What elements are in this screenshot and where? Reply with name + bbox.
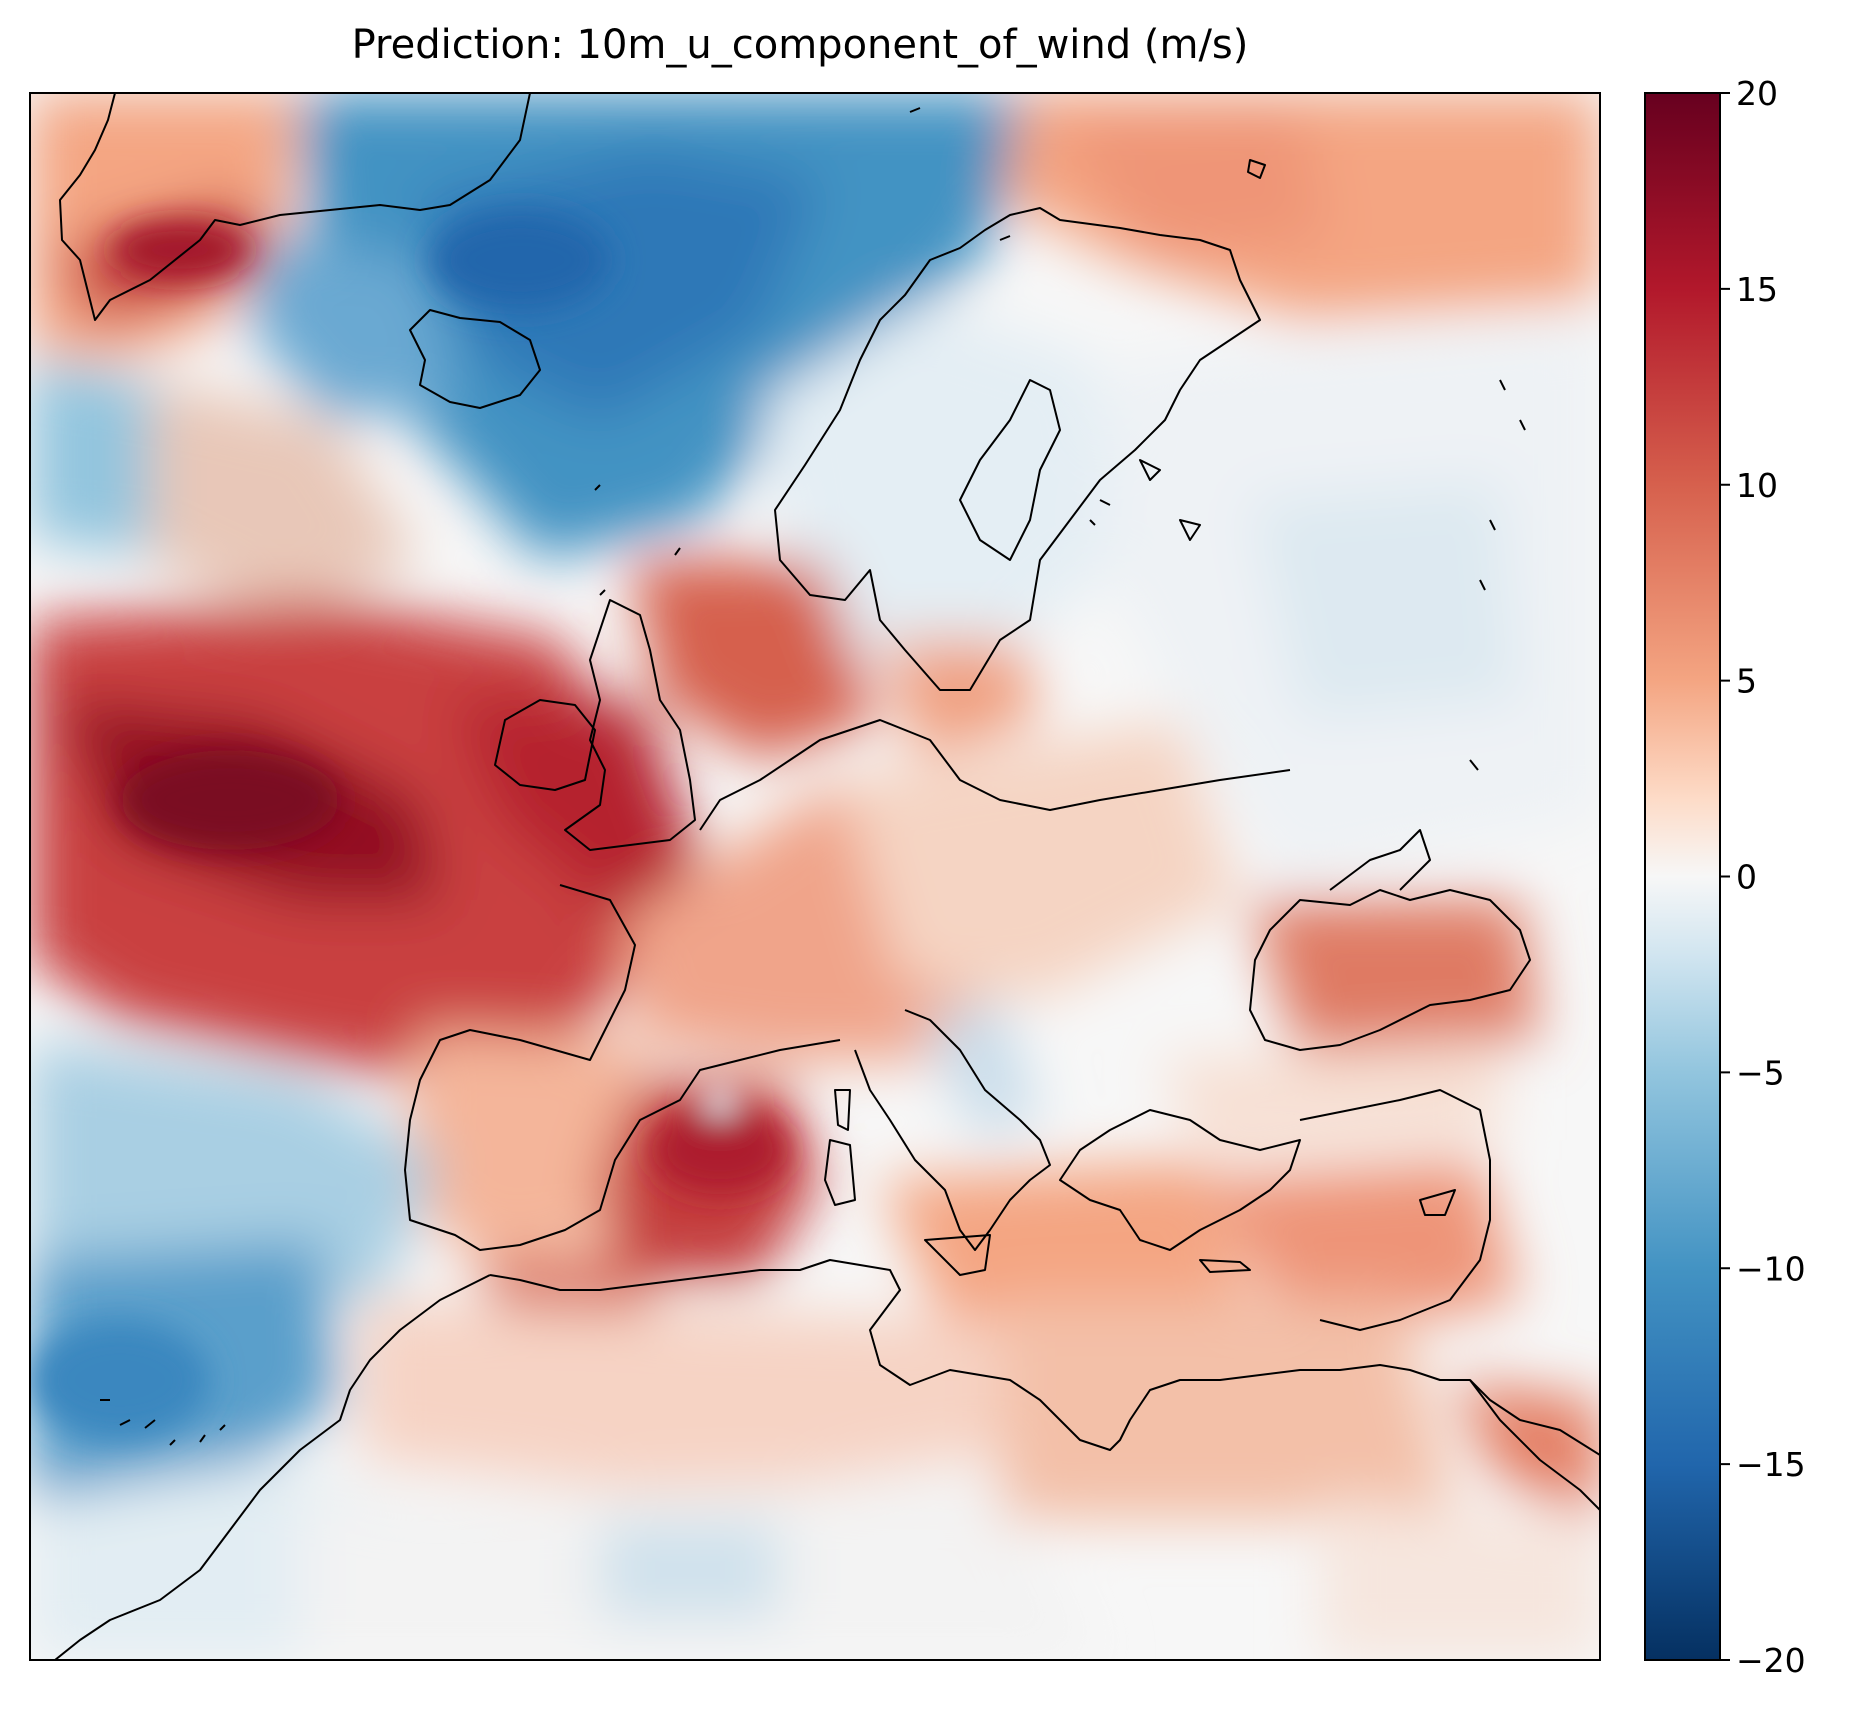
field-greenland-jet-max (110, 220, 250, 280)
coastline-scandinavia (774, 207, 1261, 691)
coastline-greenland (59, 93, 531, 321)
coastline-svalbard-fragments (909, 107, 1266, 241)
field-jet-max (120, 750, 340, 850)
field-gulf-of-lion-min (704, 1084, 736, 1116)
coastline-sardinia-corsica (824, 1089, 856, 1206)
field-russia-light-blue (1250, 480, 1520, 720)
field-central-europe-light (840, 720, 1240, 1000)
coastline-black-sea (1249, 889, 1531, 1051)
field-black-sea-positive (1250, 900, 1540, 1060)
coastline-great-britain (564, 599, 696, 851)
coastline-ireland (494, 699, 596, 791)
coastline-italy (854, 1009, 1051, 1251)
coastline-sicily (924, 1234, 991, 1276)
field-adriatic-negative (920, 1000, 1040, 1140)
field-baltic-positive (880, 640, 1040, 760)
field-balearic-max (650, 1105, 790, 1195)
coastline-iceland (409, 309, 541, 409)
coastline-russian-lakes (1469, 379, 1526, 771)
coastline-west-africa (54, 1274, 491, 1660)
field-iceland-negative (250, 240, 460, 420)
field-canaries-min (30, 1320, 210, 1440)
field-red-sea-positive (1450, 1380, 1600, 1520)
coastline-north-africa (489, 1259, 1600, 1456)
field-norwegian-sea-min (430, 210, 610, 310)
field-azores-negative (30, 1040, 440, 1300)
field-sahara-blue-patch (600, 1520, 780, 1620)
coastline-crimea-azov (1329, 829, 1431, 891)
field-north-africa-light (360, 1300, 1100, 1500)
field-arabia-pale (1320, 1500, 1600, 1660)
coastline-finland-lakes (1089, 459, 1201, 541)
coastline-cyprus (1419, 1189, 1456, 1216)
field-turkey-light (1160, 1040, 1500, 1160)
field-iberia-light-positive (400, 1030, 660, 1260)
field-egypt-positive (1000, 1300, 1460, 1520)
coastline-canary-islands (100, 1399, 226, 1446)
field-barents-positive-core (1050, 110, 1330, 260)
coastline-crete (1199, 1259, 1251, 1273)
field-north-sea-positive (630, 560, 880, 760)
coastline-gulf-of-bothnia (959, 379, 1061, 561)
coastline-turkey-levant (1299, 1089, 1491, 1331)
coastline-faroe-shetland (594, 484, 681, 596)
wind-field (30, 93, 1600, 1660)
field-scandinavia-pale (760, 300, 1120, 700)
coastline-red-sea (1469, 1379, 1600, 1511)
wind-field-detail (30, 210, 790, 1440)
coastline-balkans-greece (1059, 1109, 1301, 1251)
map-frame (29, 92, 1601, 1661)
coastline-france-iberia (404, 719, 1291, 1251)
coastlines (54, 93, 1600, 1660)
plot-title: Prediction: 10m_u_component_of_wind (m/s… (351, 22, 1249, 68)
field-eastern-med-positive (1200, 1160, 1520, 1340)
field-atlantic-pale (150, 380, 420, 620)
